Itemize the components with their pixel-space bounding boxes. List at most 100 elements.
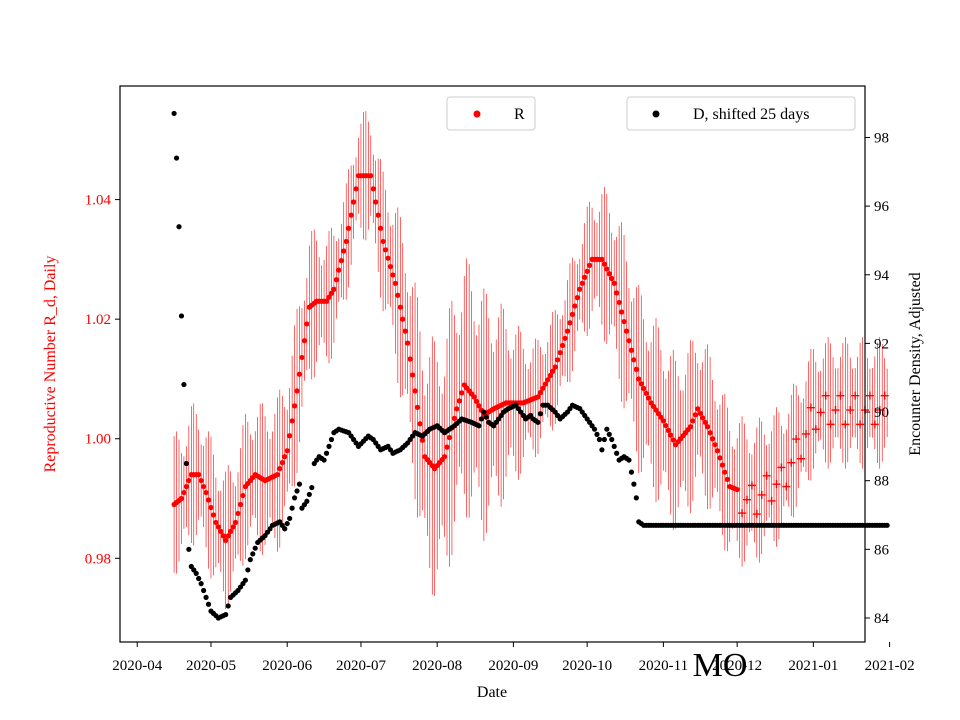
y-axis-right-label: Encounter Density, Adjusted	[907, 272, 924, 455]
r-point	[816, 408, 825, 417]
r-point	[762, 471, 771, 480]
r-point	[609, 275, 615, 282]
r-point	[338, 257, 344, 264]
r-point	[547, 372, 553, 379]
d-point	[596, 436, 603, 443]
r-point	[777, 463, 786, 472]
d-point	[223, 611, 229, 618]
r-point	[752, 510, 761, 519]
r-point	[279, 460, 285, 466]
y-right-tick-label: 98	[874, 130, 889, 146]
d-point	[203, 594, 209, 600]
y-right-tick-label: 84	[874, 611, 890, 627]
r-point	[599, 256, 605, 262]
r-point	[341, 248, 347, 254]
x-tick-label: 2020-06	[262, 658, 312, 674]
r-point	[240, 492, 246, 499]
r-point	[323, 298, 330, 304]
d-point	[171, 110, 177, 117]
d-point	[200, 587, 207, 594]
r-point	[451, 415, 457, 422]
r-point	[223, 537, 229, 543]
y-right-tick-label: 92	[874, 336, 889, 352]
r-point	[390, 272, 396, 278]
r-point	[724, 476, 730, 482]
r-point	[851, 391, 860, 400]
r-point	[579, 280, 585, 286]
y-right-tick-label: 90	[874, 405, 889, 421]
r-point	[225, 533, 231, 539]
r-point	[690, 418, 696, 424]
d-point	[606, 431, 612, 437]
r-point	[333, 277, 339, 283]
r-point	[542, 381, 548, 387]
r-point	[414, 404, 421, 410]
r-point	[633, 366, 639, 372]
y-right-tick-label: 96	[874, 199, 890, 215]
r-point	[567, 320, 573, 326]
d-point	[537, 411, 544, 417]
r-point	[559, 342, 566, 349]
r-point	[604, 266, 610, 272]
r-point	[441, 454, 448, 460]
r-point	[747, 481, 756, 490]
d-point	[196, 575, 202, 582]
d-point	[604, 426, 610, 432]
r-point	[856, 420, 865, 429]
r-point	[205, 497, 212, 503]
r-point	[446, 434, 453, 441]
r-point	[772, 480, 781, 489]
r-point	[717, 455, 723, 461]
d-point	[205, 601, 212, 607]
r-point	[714, 448, 721, 454]
legend-r: R	[446, 96, 536, 131]
r-point	[274, 472, 280, 478]
r-point	[621, 318, 627, 325]
r-point	[378, 225, 384, 231]
y-axis-left: 0.98 1.00 1.02 1.04	[85, 193, 120, 567]
d-point	[609, 436, 615, 443]
r-point	[831, 406, 840, 415]
r-point	[284, 448, 290, 454]
r-point	[409, 372, 416, 378]
d-point	[176, 224, 182, 230]
r-point	[611, 280, 617, 286]
x-tick-label: 2020-11	[639, 658, 688, 674]
r-point	[738, 509, 747, 518]
r-series	[171, 173, 889, 543]
d-point	[284, 520, 290, 527]
d-point	[306, 491, 312, 498]
r-point	[230, 524, 236, 530]
d-point	[614, 450, 620, 456]
r-point	[846, 406, 855, 415]
plot-frame	[119, 85, 866, 643]
d-point	[326, 443, 332, 449]
d-series	[171, 110, 890, 621]
d-point	[478, 416, 485, 422]
r-point	[350, 199, 357, 205]
r-point	[380, 238, 386, 245]
r-point	[328, 290, 335, 296]
r-point	[742, 495, 751, 504]
legend-d-box	[626, 96, 856, 131]
x-tick-label: 2021-02	[865, 658, 915, 674]
legend-r-marker	[473, 110, 481, 118]
y-right-tick-label: 86	[874, 542, 890, 558]
x-tick-label: 2020-04	[112, 658, 162, 674]
x-tick-label: 2020-10	[562, 658, 612, 674]
r-point	[646, 395, 652, 401]
r-point	[587, 262, 593, 268]
r-point	[373, 199, 379, 205]
r-point	[584, 268, 590, 274]
r-point	[618, 309, 625, 315]
d-point	[599, 447, 605, 453]
r-point	[687, 424, 694, 430]
r-point	[220, 533, 226, 539]
d-point	[181, 381, 187, 388]
d-point	[291, 495, 298, 501]
r-point	[215, 524, 221, 530]
y-axis-right: 84 86 88 90 92 94 96 98	[865, 130, 890, 627]
r-point	[456, 398, 462, 404]
d-point	[289, 505, 295, 511]
